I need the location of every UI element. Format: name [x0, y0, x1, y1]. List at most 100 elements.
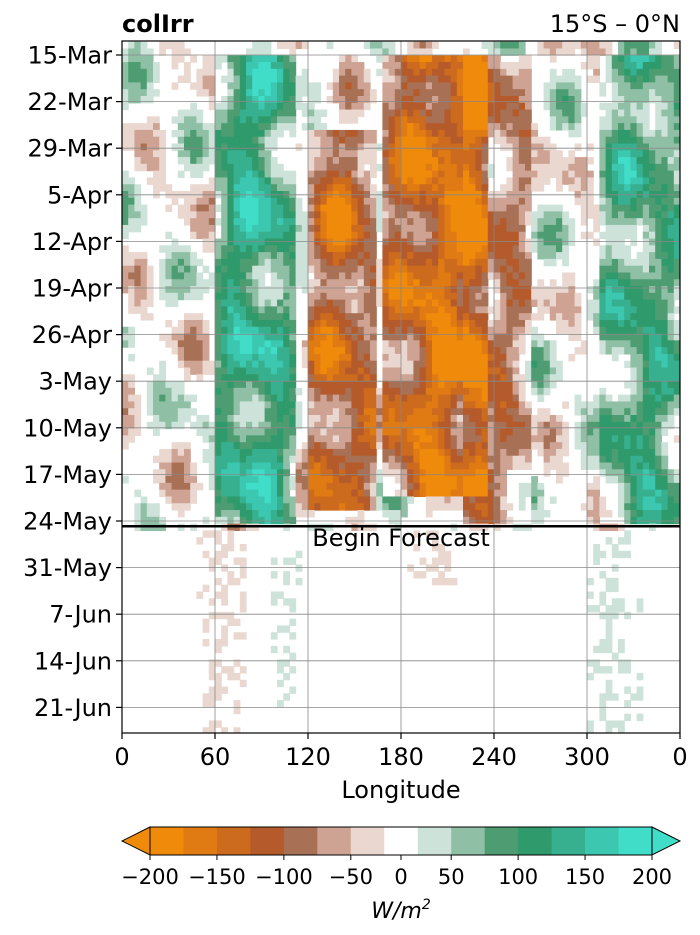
heatmap-cell: [618, 326, 625, 335]
heatmap-cell: [456, 89, 464, 97]
heatmap-cell: [134, 48, 142, 56]
heatmap-cell: [407, 265, 414, 274]
heatmap-cell: [444, 218, 452, 226]
heatmap-cell: [332, 82, 340, 90]
heatmap-cell: [326, 204, 334, 212]
heatmap-cell: [624, 401, 631, 409]
heatmap-cell: [413, 476, 421, 484]
heatmap-cell: [506, 224, 514, 233]
heatmap-cell: [401, 252, 408, 260]
heatmap-cell: [258, 415, 266, 423]
heatmap-cell: [363, 170, 371, 179]
heatmap-cell: [221, 286, 228, 294]
heatmap-cell: [227, 204, 235, 212]
heatmap-cell: [320, 218, 328, 226]
heatmap-cell: [605, 197, 613, 206]
heatmap-cell: [227, 245, 235, 253]
heatmap-cell: [221, 245, 228, 253]
heatmap-cell: [134, 265, 142, 274]
heatmap-cell: [494, 197, 501, 206]
heatmap-cell: [673, 68, 680, 77]
heatmap-cell: [407, 428, 414, 436]
heatmap-cell: [562, 68, 569, 77]
heatmap-cell: [605, 62, 613, 70]
heatmap-cell: [177, 353, 185, 362]
heatmap-cell: [376, 41, 383, 50]
heatmap-cell: [264, 415, 272, 423]
heatmap-cell: [401, 116, 408, 124]
heatmap-cell: [252, 421, 259, 430]
heatmap-cell: [382, 75, 390, 84]
heatmap-cell: [332, 340, 340, 348]
heatmap-cell: [388, 116, 396, 124]
heatmap-cell: [506, 197, 514, 206]
heatmap-cell: [295, 218, 303, 226]
heatmap-cell: [339, 170, 346, 179]
heatmap-cell: [456, 462, 464, 470]
heatmap-cell: [345, 184, 352, 192]
heatmap-cell: [469, 231, 476, 240]
heatmap-cell: [301, 503, 309, 511]
heatmap-cell: [270, 313, 278, 321]
heatmap-cell: [357, 415, 365, 423]
heatmap-cell: [264, 265, 272, 274]
heatmap-cell: [165, 415, 173, 423]
heatmap-cell: [246, 231, 253, 240]
heatmap-cell: [661, 116, 669, 124]
heatmap-cell: [450, 238, 458, 246]
heatmap-cell: [382, 401, 390, 409]
heatmap-cell: [159, 448, 166, 457]
heatmap-cell: [283, 428, 290, 436]
heatmap-cell: [481, 204, 489, 212]
heatmap-cell: [432, 258, 439, 267]
heatmap-cell: [351, 211, 359, 219]
heatmap-cell: [357, 252, 365, 260]
heatmap-cell: [438, 197, 445, 206]
heatmap-cell: [661, 252, 669, 260]
heatmap-cell: [407, 170, 414, 179]
heatmap-cell: [153, 116, 160, 124]
heatmap-cell: [525, 428, 532, 436]
heatmap-cell: [618, 428, 625, 436]
heatmap-cell: [122, 326, 129, 335]
heatmap-cell: [270, 442, 278, 450]
heatmap-cell: [432, 415, 439, 423]
heatmap-cell: [419, 442, 427, 450]
heatmap-cell: [444, 143, 452, 151]
heatmap-cell: [252, 306, 259, 314]
heatmap-cell: [407, 286, 414, 294]
heatmap-cell: [630, 143, 638, 151]
heatmap-cell: [599, 401, 607, 409]
heatmap-cell: [618, 462, 625, 470]
heatmap-cell: [264, 482, 272, 491]
heatmap-cell: [394, 238, 402, 246]
heatmap-cell: [246, 428, 253, 436]
heatmap-cell: [574, 41, 582, 50]
heatmap-cell: [537, 435, 545, 443]
heatmap-cell: [363, 435, 371, 443]
heatmap-cell: [382, 313, 390, 321]
heatmap-cell: [227, 387, 235, 396]
heatmap-cell: [494, 224, 501, 233]
heatmap-cell: [549, 442, 557, 450]
heatmap-cell: [146, 89, 154, 97]
heatmap-cell: [500, 374, 507, 382]
heatmap-cell: [611, 469, 619, 477]
heatmap-cell: [394, 299, 402, 308]
heatmap-cell: [301, 360, 309, 369]
heatmap-cell: [246, 170, 253, 179]
heatmap-cell: [425, 258, 433, 267]
heatmap-cell: [159, 489, 166, 498]
heatmap-cell: [301, 462, 309, 470]
heatmap-cell: [450, 279, 458, 287]
heatmap-cell: [190, 157, 197, 165]
heatmap-cell: [314, 272, 321, 280]
heatmap-cell: [339, 469, 346, 477]
heatmap-cell: [444, 163, 452, 172]
heatmap-cell: [326, 136, 334, 145]
heatmap-cell: [363, 41, 371, 50]
heatmap-cell: [481, 374, 489, 382]
heatmap-cell: [611, 150, 619, 158]
heatmap-cell: [419, 462, 427, 470]
heatmap-cell: [494, 62, 501, 70]
